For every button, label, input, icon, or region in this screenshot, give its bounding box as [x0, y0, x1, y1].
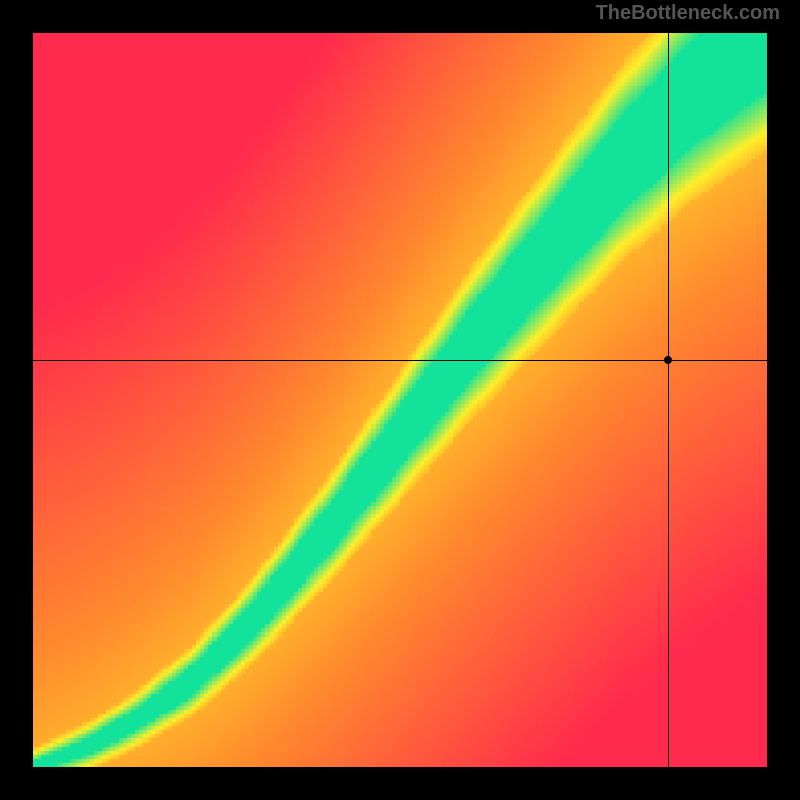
chart-container: TheBottleneck.com — [0, 0, 800, 800]
crosshair-marker — [664, 356, 672, 364]
heatmap-canvas — [33, 33, 767, 767]
crosshair-horizontal — [33, 360, 767, 361]
crosshair-vertical — [668, 33, 669, 767]
plot-area — [33, 33, 767, 767]
watermark-text: TheBottleneck.com — [596, 2, 780, 25]
